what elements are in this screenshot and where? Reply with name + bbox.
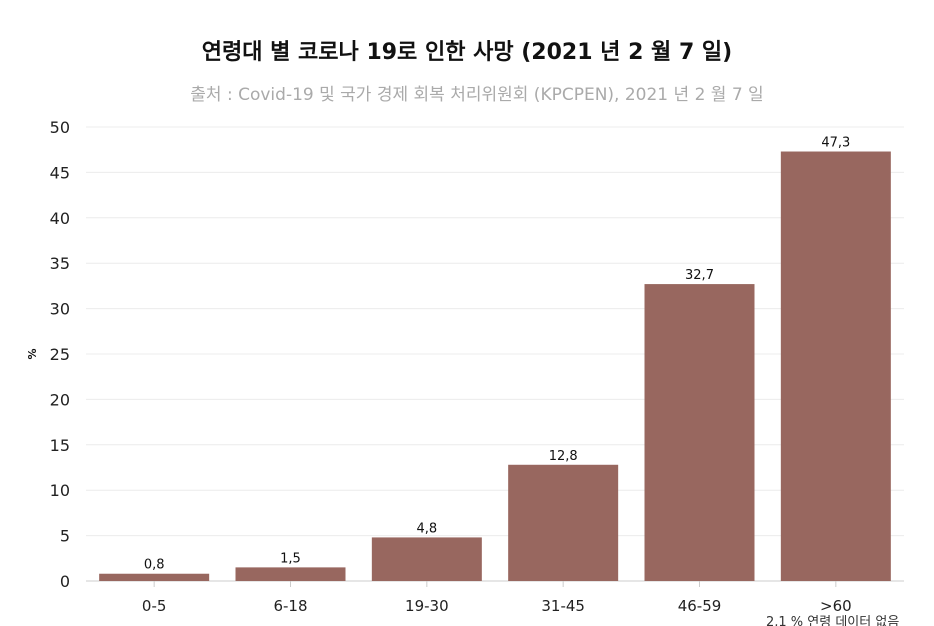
y-tick-label: 40 bbox=[50, 209, 70, 228]
data-label: 1,5 bbox=[280, 551, 301, 566]
data-label: 32,7 bbox=[685, 268, 714, 283]
data-label: 12,8 bbox=[549, 449, 578, 464]
x-tick-label: 46-59 bbox=[678, 597, 722, 615]
x-tick-label: 19-30 bbox=[405, 597, 449, 615]
x-tick-label: 31-45 bbox=[541, 597, 585, 615]
data-label: 0,8 bbox=[144, 558, 165, 573]
data-label: 47,3 bbox=[821, 136, 850, 151]
chart-subtitle: 출처 : Covid-19 및 국가 경제 회복 처리위원회 (KPCPEN),… bbox=[190, 85, 764, 105]
y-tick-label: 30 bbox=[50, 300, 70, 319]
y-tick-label: 45 bbox=[50, 163, 70, 182]
y-tick-label: 50 bbox=[50, 118, 70, 137]
x-tick-label: >60 bbox=[820, 597, 852, 615]
bar bbox=[235, 567, 346, 581]
footnote: 2,1 % 연령 데이터 없음 bbox=[766, 615, 900, 626]
y-axis-label: % bbox=[26, 348, 39, 359]
y-tick-label: 15 bbox=[50, 436, 70, 455]
y-tick-label: 35 bbox=[50, 254, 70, 273]
y-tick-label: 25 bbox=[50, 345, 70, 364]
y-tick-label: 5 bbox=[60, 527, 70, 546]
bar bbox=[780, 151, 891, 582]
x-tick-label: 6-18 bbox=[273, 597, 307, 615]
data-label: 4,8 bbox=[416, 521, 437, 536]
x-tick-label: 0-5 bbox=[142, 597, 167, 615]
y-tick-label: 10 bbox=[50, 481, 70, 500]
bar bbox=[99, 573, 210, 581]
y-tick-label: 20 bbox=[50, 390, 70, 409]
y-tick-label: 0 bbox=[60, 572, 70, 591]
bar bbox=[371, 537, 482, 581]
bar bbox=[644, 284, 755, 581]
chart-title: 연령대 별 코로나 19로 인한 사망 (2021 년 2 월 7 일) bbox=[201, 40, 733, 65]
bar bbox=[508, 464, 619, 581]
